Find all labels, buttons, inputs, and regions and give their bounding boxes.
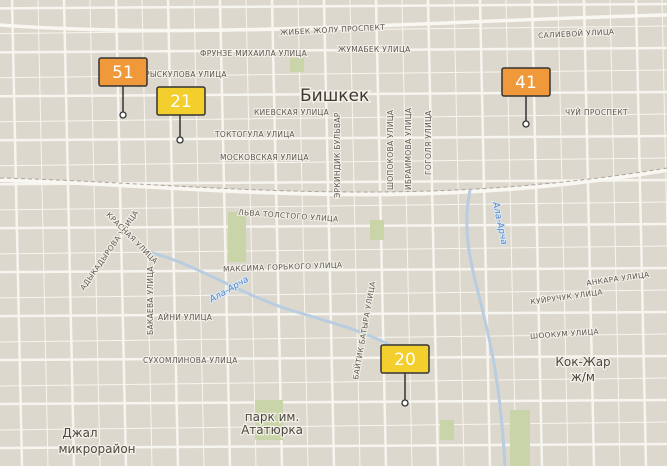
marker-value: 51 xyxy=(112,63,134,83)
road xyxy=(0,2,667,10)
markers: 51 21 41 20 xyxy=(98,57,551,407)
road xyxy=(582,0,596,466)
road xyxy=(245,0,257,466)
road xyxy=(193,0,205,466)
road xyxy=(426,0,440,466)
marker-pin xyxy=(401,399,409,407)
air-quality-marker[interactable]: 21 xyxy=(156,86,206,144)
road xyxy=(270,0,284,466)
road xyxy=(0,90,667,98)
marker-value: 21 xyxy=(170,92,192,112)
road xyxy=(218,0,232,466)
street-label: РЫСКУЛОВА УЛИЦА xyxy=(145,70,227,79)
road xyxy=(453,0,465,466)
place-label: Ататюрка xyxy=(241,423,303,437)
road xyxy=(349,0,361,466)
road xyxy=(0,354,667,362)
road xyxy=(634,0,648,466)
air-quality-marker[interactable]: 51 xyxy=(98,57,148,119)
road xyxy=(609,0,621,466)
street-label: ЧУЙ ПРОСПЕКТ xyxy=(565,108,628,117)
road xyxy=(89,0,101,466)
road xyxy=(0,134,667,142)
road xyxy=(322,0,336,466)
street-label: БАКАЕВА УЛИЦА xyxy=(146,266,155,335)
place-label: парк им. xyxy=(245,410,300,424)
road xyxy=(0,245,667,255)
river-line xyxy=(139,248,391,347)
street-label: МОСКОВСКАЯ УЛИЦА xyxy=(220,153,309,162)
road xyxy=(0,377,667,387)
marker-value: 20 xyxy=(394,350,416,370)
street-label: СУХОМЛИНОВА УЛИЦА xyxy=(143,356,238,365)
street-label: КИЕВСКАЯ УЛИЦА xyxy=(254,108,330,117)
road xyxy=(0,222,667,230)
main-road xyxy=(0,168,667,197)
place-label: Кок-Жар xyxy=(555,355,610,369)
road xyxy=(37,0,49,466)
road xyxy=(661,0,667,257)
place-label: Джал xyxy=(62,426,97,440)
road xyxy=(0,113,667,123)
road xyxy=(62,0,76,466)
road xyxy=(297,0,309,466)
road xyxy=(557,0,569,466)
marker-box xyxy=(98,57,148,87)
marker-pin xyxy=(176,136,184,144)
river-line xyxy=(465,189,507,466)
street-label: ЭРКИНДИК БУЛЬВАР xyxy=(333,112,342,198)
road xyxy=(166,0,180,466)
street-label: ТОКТОГУЛА УЛИЦА xyxy=(214,130,295,139)
road xyxy=(478,0,492,466)
marker-pin xyxy=(119,111,127,119)
city-label: Бишкек xyxy=(300,86,369,106)
marker-value: 41 xyxy=(515,73,537,93)
road xyxy=(10,0,24,466)
road xyxy=(0,157,667,167)
place-label: микрорайон xyxy=(58,442,135,456)
air-quality-marker[interactable]: 41 xyxy=(501,67,551,128)
marker-box xyxy=(380,344,430,374)
road xyxy=(0,333,667,343)
road xyxy=(401,0,413,466)
marker-pin xyxy=(522,120,530,128)
road xyxy=(0,25,667,35)
air-quality-marker[interactable]: 20 xyxy=(380,344,430,407)
street-label: ГОГОЛЯ УЛИЦА xyxy=(424,110,433,175)
road xyxy=(0,266,667,274)
street-label: ФРУНЗЕ МИХАИЛА УЛИЦА xyxy=(200,49,308,58)
place-label: ж/м xyxy=(571,370,595,384)
street-label: ШОПОКОВА УЛИЦА xyxy=(386,109,395,190)
road xyxy=(0,289,667,299)
road xyxy=(0,46,667,54)
road xyxy=(0,310,667,318)
street-label: АЙНИ УЛИЦА xyxy=(158,313,213,322)
railway xyxy=(0,167,667,193)
street-label: ЖУМАБЕК УЛИЦА xyxy=(338,45,411,54)
road xyxy=(0,201,667,211)
main-road xyxy=(0,13,667,33)
street-label: ИБРАИМОВА УЛИЦА xyxy=(404,107,413,190)
marker-box xyxy=(501,67,551,97)
marker-box xyxy=(156,86,206,116)
parks xyxy=(228,58,530,466)
